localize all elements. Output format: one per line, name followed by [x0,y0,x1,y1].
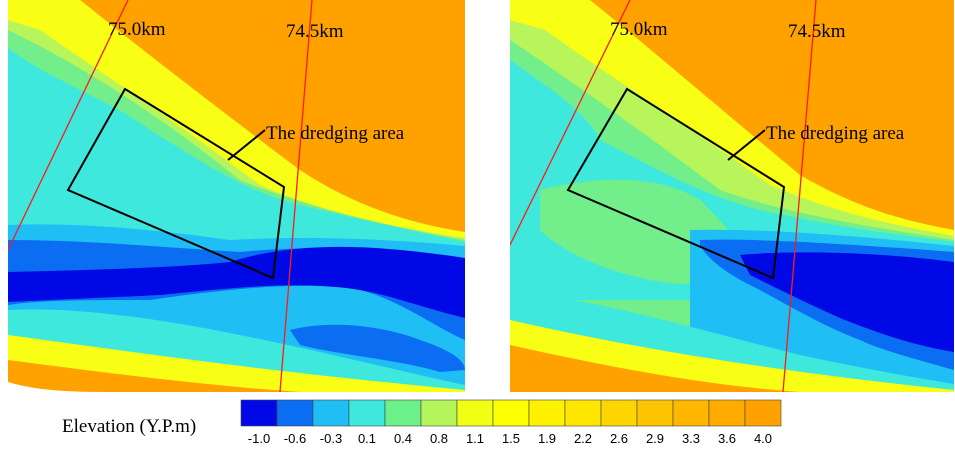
colorbar-cell [600,399,638,427]
contour-panel-right [510,0,954,392]
annotation-leader [227,129,266,161]
colorbar-tick-label: 1.1 [466,431,484,446]
km-label-75-0: 75.0km [610,19,668,40]
colorbar-tick-label: 1.9 [538,431,556,446]
colorbar-cell [456,399,494,427]
contour-shore-orange [510,345,800,392]
colorbar-cell [312,399,350,427]
annotation-leader [727,129,766,161]
colorbar-cell [708,399,746,427]
colorbar-cell [348,399,386,427]
contour-band-deep-blue [740,252,954,352]
colorbar-cell [744,399,782,427]
dredging-area-outline [566,87,786,280]
colorbar-tick-label: 0.8 [430,431,448,446]
colorbar-tick-labels: -1.0 -0.6 -0.3 0.1 0.4 0.8 1.1 1.5 1.9 2.2 2.6 2.9 3… [248,431,772,446]
colorbar-tick-label: -0.3 [320,431,342,446]
dredging-area-outline [66,87,286,280]
colorbar-tick-label: -0.6 [284,431,306,446]
km-label-74-5: 74.5km [788,21,846,42]
colorbar-cell [384,399,422,427]
colorbar-cell [672,399,710,427]
contour-shore-white [8,382,120,392]
colorbar-cell [420,399,458,427]
km-label-74-5: 74.5km [286,21,344,42]
km-line-74-5 [279,0,313,392]
colorbar-tick-label: 3.6 [718,431,736,446]
dredging-area-annotation: The dredging area [266,123,405,144]
km-line-75-0 [510,0,631,246]
colorbar-tick-label: 2.2 [574,431,592,446]
km-line-74-5 [782,0,817,392]
colorbar-cell [528,399,566,427]
colorbar-tick-label: 4.0 [754,431,772,446]
colorbar-cell [564,399,602,427]
colorbar-tick-label: -1.0 [248,431,270,446]
colorbar-tick-label: 0.1 [358,431,376,446]
contour-panel-left [8,0,465,392]
colorbar-cell [636,399,674,427]
colorbar-tick-label: 2.9 [646,431,664,446]
colorbar-cell [492,399,530,427]
colorbar-cell [240,399,278,427]
dredging-area-annotation: The dredging area [766,123,905,144]
colorbar-tick-label: 1.5 [502,431,520,446]
km-label-75-0: 75.0km [108,19,166,40]
colorbar-tick-label: 3.3 [682,431,700,446]
colorbar [240,399,782,427]
colorbar-tick-label: 2.6 [610,431,628,446]
contour-patch-mid-blue [290,324,465,372]
colorbar-cell [276,399,314,427]
contour-shore-orange [8,360,300,392]
km-line-75-0 [8,0,129,251]
contour-band-deep-blue [8,246,465,318]
colorbar-title: Elevation (Y.P.m) [62,416,196,437]
colorbar-tick-label: 0.4 [394,431,412,446]
